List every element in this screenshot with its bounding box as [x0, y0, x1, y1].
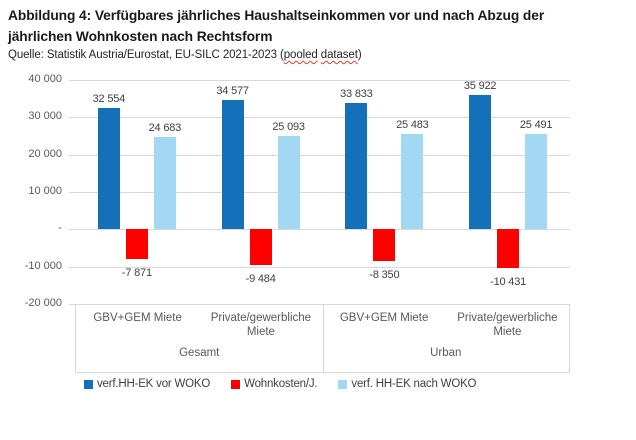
bar-verf-hh-ek-vor-woko — [345, 103, 368, 230]
data-label: 34 577 — [216, 85, 249, 98]
y-axis-tick — [69, 154, 75, 156]
data-label: -10 431 — [490, 276, 527, 289]
y-axis-tick — [69, 117, 75, 119]
gridline — [75, 117, 570, 119]
legend: verf.HH-EK vor WOKO Wohnkosten/J. verf. HH… — [84, 378, 476, 390]
data-label: 32 554 — [92, 92, 126, 105]
legend-swatch — [84, 379, 93, 389]
y-axis-tick — [69, 266, 75, 268]
bar-verf-hh-ek-vor-woko — [469, 95, 492, 230]
category-label-text: Private/gewerbliche Miete — [457, 312, 558, 338]
source-note: Quelle: Statistik Austria/Eurostat, EU-S… — [8, 49, 362, 61]
legend-item: verf. HH-EK nach WOKO — [338, 378, 476, 390]
y-axis-tick — [69, 229, 75, 231]
bar-verf-hh-ek-vor-woko — [97, 107, 120, 230]
legend-label: verf. HH-EK nach WOKO — [351, 378, 477, 390]
bar-verf-hh-ek-vor-woko — [221, 100, 244, 230]
gridline — [75, 154, 570, 156]
data-label: -7 871 — [121, 266, 152, 279]
bar-wohnkosten-j- — [497, 229, 520, 269]
category-label: GBV+GEM Miete — [76, 305, 199, 345]
y-axis-tick-label: 10 000 — [28, 185, 62, 197]
data-label: 25 491 — [519, 119, 553, 132]
bar-wohnkosten-j- — [249, 229, 272, 265]
legend-item: verf.HH-EK vor WOKO — [84, 378, 210, 390]
y-axis-tick-label: 30 000 — [28, 110, 62, 123]
bar-verf-hh-ek-nach-woko — [277, 135, 300, 230]
gridline — [75, 192, 570, 193]
category-label: Private/gewerbliche Miete — [446, 305, 569, 345]
bar-wohnkosten-j- — [125, 229, 148, 259]
category-label-text: GBV+GEM Miete — [339, 312, 429, 324]
legend-label: Wohnkosten/J. — [244, 378, 318, 390]
bar-verf-hh-ek-nach-woko — [153, 137, 176, 230]
gridline — [75, 266, 570, 268]
y-axis-tick — [69, 192, 75, 193]
data-label: 24 683 — [148, 122, 182, 135]
legend-item: Wohnkosten/J. — [231, 378, 318, 390]
data-label: -9 484 — [245, 272, 276, 285]
data-label: 25 483 — [396, 119, 429, 132]
data-label: 33 833 — [340, 88, 373, 101]
category-axis-level1: GBV+GEM Miete Private/gewerbliche Miete GB… — [76, 305, 569, 345]
y-axis-tick-label: -20 000 — [24, 297, 62, 309]
y-axis-tick-label: 20 000 — [28, 147, 62, 160]
gridline — [75, 229, 570, 231]
figure-title-line-1: Abbildung 4: Verfügbares jährliches Haus… — [8, 8, 545, 23]
figure-title: Abbildung 4: Verfügbares jährliches Haus… — [8, 5, 632, 47]
y-axis-tick-label: - — [58, 222, 62, 235]
plot-area: 32 554 34 577 33 833 35 922 -7 871 -9 484 -8 3… — [69, 80, 570, 305]
gridline — [75, 80, 570, 81]
y-axis-tick-label: 40 000 — [28, 73, 62, 85]
data-label: -8 350 — [369, 268, 400, 281]
y-axis-tick — [69, 80, 75, 81]
category-axis: GBV+GEM Miete Private/gewerbliche Miete GB… — [75, 304, 570, 373]
y-axis-tick — [69, 304, 75, 305]
source-text: Quelle: Statistik Austria/Eurostat, EU-S… — [8, 49, 284, 61]
legend-swatch — [231, 379, 241, 389]
y-axis-tick-label: -10 000 — [24, 259, 62, 272]
source-spellcheck-word-1: pooled — [283, 49, 318, 61]
category-label: GBV+GEM Miete — [323, 305, 446, 345]
bar-wohnkosten-j- — [373, 229, 396, 261]
source-spellcheck-word-2: dataset — [320, 49, 358, 61]
data-label: 35 922 — [463, 80, 497, 93]
legend-label: verf.HH-EK vor WOKO — [97, 378, 211, 390]
category-axis-level2: Gesamt Urban — [76, 347, 569, 371]
category-label: Private/gewerbliche Miete — [199, 305, 322, 345]
category-label-text: GBV+GEM Miete — [93, 312, 182, 324]
source-closing-paren: ) — [357, 49, 362, 61]
category-label-text: Private/gewerbliche Miete — [210, 312, 312, 338]
bar-verf-hh-ek-nach-woko — [401, 134, 424, 230]
data-label: 25 093 — [272, 120, 305, 133]
bar-verf-hh-ek-nach-woko — [525, 134, 548, 230]
category-group-divider — [322, 305, 324, 372]
legend-swatch — [338, 379, 348, 389]
group-label: Gesamt — [179, 347, 220, 359]
group-label: Urban — [430, 347, 462, 359]
figure-title-line-2: jährlichen Wohnkosten nach Rechtsform — [8, 29, 273, 44]
